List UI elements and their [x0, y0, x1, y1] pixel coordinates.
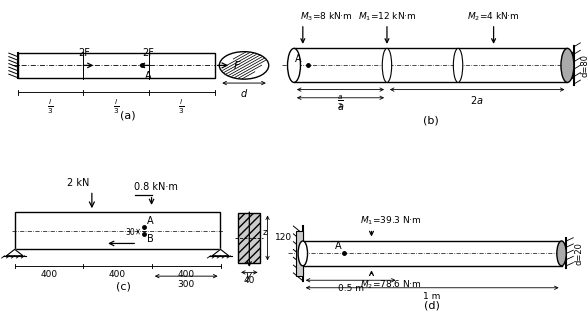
- Ellipse shape: [288, 48, 300, 82]
- Ellipse shape: [382, 48, 392, 82]
- Text: $\frac{l}{3}$: $\frac{l}{3}$: [179, 97, 185, 116]
- Text: d=20: d=20: [574, 242, 583, 265]
- Text: 400: 400: [178, 270, 195, 279]
- Ellipse shape: [453, 48, 463, 82]
- Text: $d$: $d$: [240, 87, 248, 99]
- Text: 300: 300: [178, 280, 195, 289]
- Text: $\frac{l}{3}$: $\frac{l}{3}$: [113, 97, 119, 116]
- Text: $a$: $a$: [337, 102, 344, 112]
- Text: A: A: [147, 216, 153, 226]
- Text: 2F: 2F: [142, 48, 153, 58]
- Text: 120: 120: [275, 233, 292, 242]
- Text: z: z: [262, 228, 266, 237]
- Text: B: B: [147, 234, 153, 245]
- Text: A: A: [335, 241, 341, 251]
- Text: A: A: [145, 71, 152, 81]
- Text: 0.5 m: 0.5 m: [338, 284, 364, 293]
- Bar: [238, 213, 260, 263]
- Polygon shape: [212, 249, 229, 256]
- Text: $y$: $y$: [245, 271, 253, 284]
- Text: $M_2$=4 kN·m: $M_2$=4 kN·m: [467, 11, 520, 23]
- Text: 400: 400: [41, 270, 58, 279]
- Ellipse shape: [561, 48, 574, 82]
- Text: 1 m: 1 m: [423, 292, 441, 301]
- Text: (a): (a): [120, 110, 136, 120]
- Bar: [18, 53, 215, 77]
- Text: $M_1$=39.3 N·m: $M_1$=39.3 N·m: [360, 215, 422, 227]
- Text: 2 kN: 2 kN: [66, 178, 89, 188]
- Text: $M_3$=8 kN·m: $M_3$=8 kN·m: [300, 11, 352, 23]
- Polygon shape: [6, 249, 23, 256]
- Text: (c): (c): [116, 281, 131, 291]
- Text: $\frac{l}{3}$: $\frac{l}{3}$: [47, 97, 54, 116]
- Text: (b): (b): [423, 115, 439, 125]
- Text: $F$: $F$: [233, 59, 242, 71]
- Text: $\frac{a}{2}$: $\frac{a}{2}$: [337, 94, 344, 111]
- Text: $M_2$=78.6 N·m: $M_2$=78.6 N·m: [360, 278, 422, 291]
- Text: 400: 400: [109, 270, 126, 279]
- Text: $M_1$=12 kN·m: $M_1$=12 kN·m: [358, 11, 416, 23]
- Text: 0.8 kN·m: 0.8 kN·m: [134, 182, 178, 192]
- Text: (d): (d): [425, 300, 440, 310]
- Text: 40: 40: [243, 276, 255, 285]
- Text: 2F: 2F: [79, 48, 91, 58]
- Text: d=80: d=80: [581, 54, 588, 77]
- Text: 30: 30: [125, 228, 135, 237]
- Text: $2a$: $2a$: [470, 94, 484, 106]
- Bar: [15, 212, 220, 249]
- Circle shape: [219, 52, 269, 79]
- Text: A: A: [295, 54, 302, 64]
- Ellipse shape: [557, 241, 566, 266]
- Bar: [296, 231, 303, 276]
- Ellipse shape: [298, 241, 308, 266]
